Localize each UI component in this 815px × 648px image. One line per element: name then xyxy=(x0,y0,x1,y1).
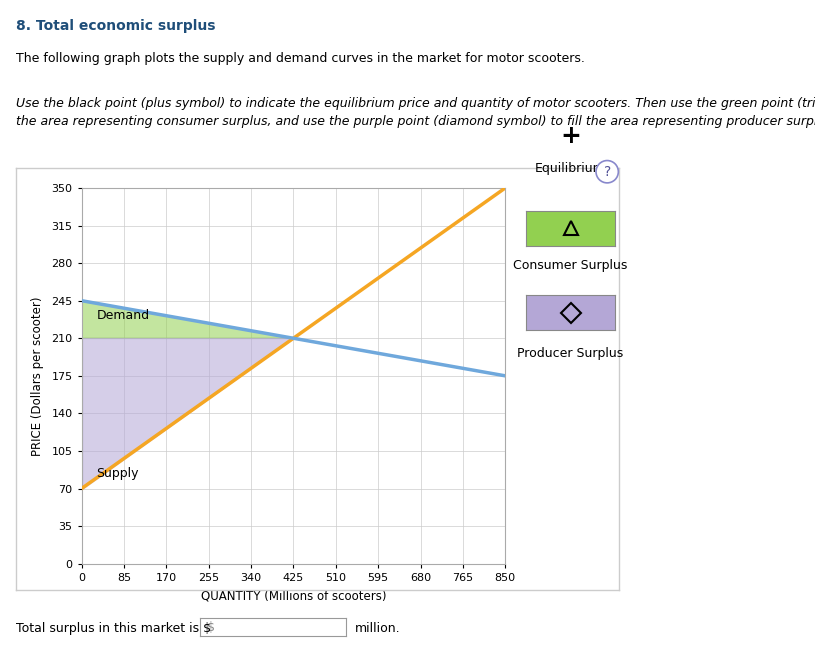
Text: Supply: Supply xyxy=(96,467,139,480)
Text: Consumer Surplus: Consumer Surplus xyxy=(513,259,628,272)
Text: Producer Surplus: Producer Surplus xyxy=(518,347,623,360)
Polygon shape xyxy=(82,301,293,338)
Text: +: + xyxy=(560,124,581,148)
Text: $: $ xyxy=(207,621,215,634)
Text: Equilibrium: Equilibrium xyxy=(535,162,606,175)
Text: ?: ? xyxy=(604,165,610,179)
Polygon shape xyxy=(82,338,293,489)
Text: Demand: Demand xyxy=(96,309,150,322)
Text: million.: million. xyxy=(355,622,400,635)
Text: 8. Total economic surplus: 8. Total economic surplus xyxy=(16,19,216,34)
Y-axis label: PRICE (Dollars per scooter): PRICE (Dollars per scooter) xyxy=(31,296,44,456)
Text: Use the black point (plus symbol) to indicate the equilibrium price and quantity: Use the black point (plus symbol) to ind… xyxy=(16,97,815,128)
Text: Total surplus in this market is $: Total surplus in this market is $ xyxy=(16,622,211,635)
Text: The following graph plots the supply and demand curves in the market for motor s: The following graph plots the supply and… xyxy=(16,52,585,65)
X-axis label: QUANTITY (Millions of scooters): QUANTITY (Millions of scooters) xyxy=(200,590,386,603)
